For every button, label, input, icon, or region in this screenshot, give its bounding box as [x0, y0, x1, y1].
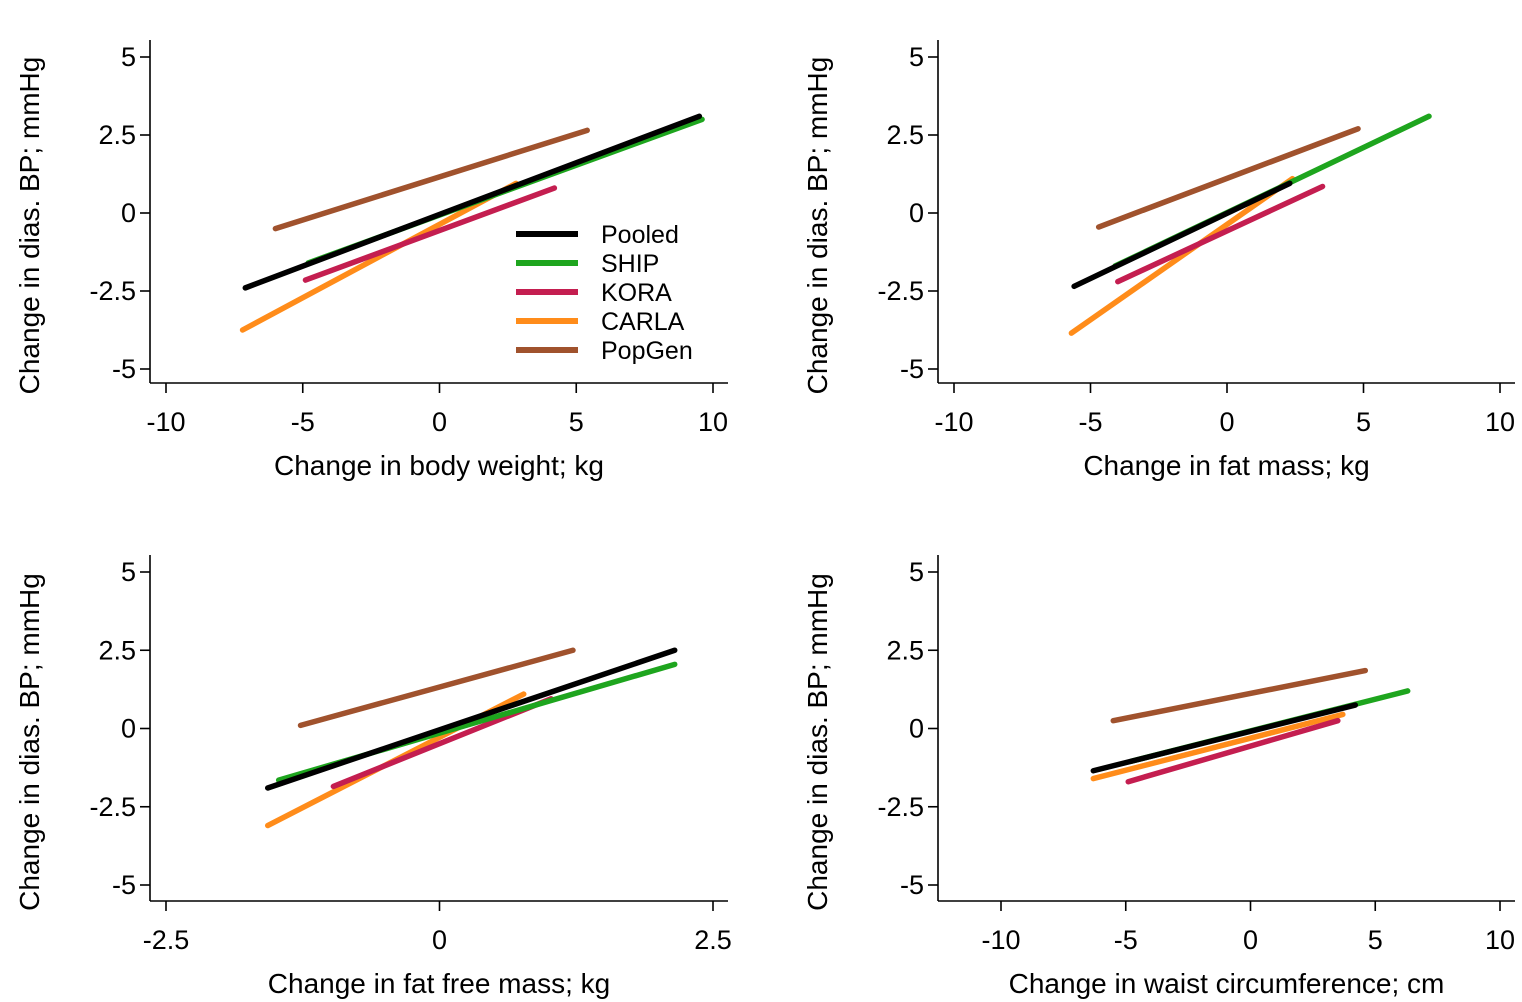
x-axis-title: Change in body weight; kg	[274, 450, 604, 481]
x-tick-label: -10	[146, 407, 185, 437]
y-tick-label: 2.5	[886, 635, 924, 665]
series-line-popgen	[272, 127, 590, 232]
series-line-pooled	[242, 113, 703, 291]
legend-label-pooled: Pooled	[601, 221, 679, 249]
y-tick-label: -5	[900, 870, 924, 900]
x-axis-title: Change in fat free mass; kg	[268, 968, 610, 999]
chart-panel-1: -5 -2.5 0 2.5 5 -10 -5 0 5 10 Change in body weigh…	[14, 40, 728, 481]
x-axis-title: Change in waist circumference; cm	[1009, 968, 1445, 999]
x-tick-label: -5	[1114, 925, 1138, 955]
y-tick-label: 0	[121, 714, 136, 744]
legend-label-ship: SHIP	[601, 250, 659, 278]
y-tick-label: 5	[121, 42, 136, 72]
y-tick-label: 2.5	[98, 120, 136, 150]
x-tick-label: -5	[1078, 407, 1102, 437]
series-line-carla	[1068, 175, 1296, 336]
y-tick-label: 2.5	[98, 635, 136, 665]
series-line-pooled	[264, 647, 678, 791]
y-tick-label: -5	[900, 354, 924, 384]
x-axis-title: Change in fat mass; kg	[1083, 450, 1369, 481]
x-tick-label: 5	[569, 407, 584, 437]
series-line-pooled	[1071, 180, 1293, 290]
y-tick-label: 0	[909, 714, 924, 744]
y-tick-label: 2.5	[886, 120, 924, 150]
y-tick-label: -2.5	[877, 276, 924, 306]
series-line-popgen	[1095, 126, 1361, 230]
y-axis-title: Change in dias. BP; mmHg	[802, 57, 833, 395]
x-tick-label: 10	[698, 407, 728, 437]
x-tick-label: 0	[1219, 407, 1234, 437]
y-tick-label: 0	[909, 198, 924, 228]
y-tick-label: -5	[112, 354, 136, 384]
series-line-carla	[1090, 711, 1346, 782]
y-tick-label: -2.5	[89, 792, 136, 822]
y-axis-title: Change in dias. BP; mmHg	[802, 573, 833, 911]
series-line-kora	[302, 185, 558, 283]
y-tick-label: 0	[121, 198, 136, 228]
series-line-kora	[1115, 183, 1326, 285]
y-axis-title: Change in dias. BP; mmHg	[14, 57, 45, 395]
legend-label-carla: CARLA	[601, 308, 685, 336]
x-tick-label: 10	[1485, 407, 1515, 437]
y-tick-label: -2.5	[89, 276, 136, 306]
series-line-kora	[1125, 717, 1341, 785]
series-line-popgen	[1110, 667, 1369, 724]
x-tick-label: 0	[432, 925, 447, 955]
x-tick-label: 2.5	[694, 925, 732, 955]
x-tick-label: 10	[1485, 925, 1515, 955]
x-tick-label: -5	[291, 407, 315, 437]
y-tick-label: 5	[121, 557, 136, 587]
series-line-pooled	[1090, 702, 1359, 774]
chart-panel-4: -5 -2.5 0 2.5 5 -10 -5 0 5 10 Change in waist circ…	[802, 555, 1515, 999]
x-tick-label: -10	[981, 925, 1020, 955]
x-tick-label: 0	[432, 407, 447, 437]
y-tick-label: 5	[909, 557, 924, 587]
x-tick-label: 5	[1356, 407, 1371, 437]
y-axis-title: Change in dias. BP; mmHg	[14, 573, 45, 911]
x-tick-label: -10	[934, 407, 973, 437]
legend-label-kora: KORA	[601, 279, 672, 307]
chart-panel-2: -5 -2.5 0 2.5 5 -10 -5 0 5 10 Change in fat mass; …	[802, 40, 1515, 481]
x-tick-label: -2.5	[143, 925, 190, 955]
x-tick-label: 0	[1243, 925, 1258, 955]
y-tick-label: -5	[112, 870, 136, 900]
series-line-carla	[239, 180, 519, 333]
x-tick-label: 5	[1368, 925, 1383, 955]
y-tick-label: -2.5	[877, 792, 924, 822]
y-tick-label: 5	[909, 42, 924, 72]
series-line-popgen	[297, 647, 576, 729]
legend-label-popgen: PopGen	[601, 337, 693, 365]
